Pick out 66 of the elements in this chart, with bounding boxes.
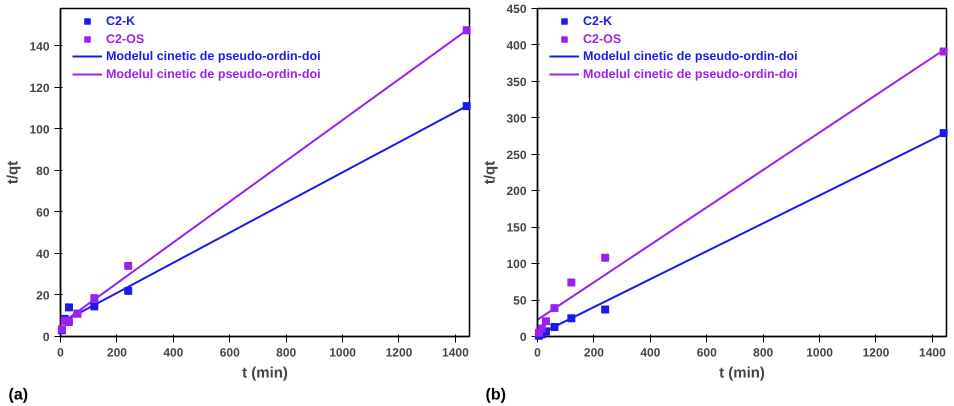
x-tick-label: 800: [276, 346, 296, 360]
x-tick-label: 200: [106, 346, 128, 360]
x-axis-title: t (min): [242, 364, 288, 382]
y-tick-label: 400: [506, 38, 527, 52]
point: [462, 26, 471, 34]
point: [90, 302, 98, 310]
legend-label: C2-K: [106, 14, 136, 28]
y-tick-label: 40: [36, 246, 50, 261]
x-tick-label: 1000: [329, 346, 356, 360]
x-axis-title: t (min): [719, 364, 765, 382]
point: [124, 262, 132, 270]
point: [567, 314, 576, 322]
y-tick-label: 150: [506, 220, 527, 235]
y-tick-label: 120: [29, 80, 50, 95]
x-tick-label: 0: [534, 346, 542, 360]
y-tick-label: 300: [506, 111, 527, 126]
y-tick-label: 100: [29, 122, 50, 136]
text: (a): [8, 386, 28, 404]
legend-label: Modelul cinetic de pseudo-ordin-doi: [583, 49, 798, 63]
legend-label: Modelul cinetic de pseudo-ordin-doi: [106, 49, 321, 63]
x-tick-label: 800: [753, 346, 774, 360]
x-tick-label: 1400: [919, 346, 946, 360]
y-tick-label: 50: [513, 294, 527, 308]
y-tick-label: 450: [506, 2, 527, 16]
y-tick-label: 0: [42, 330, 50, 344]
point: [64, 318, 73, 326]
x-tick-label: 600: [220, 346, 240, 360]
x-tick-label: 200: [584, 346, 604, 360]
x-tick-label: 400: [640, 346, 661, 360]
point: [542, 317, 550, 326]
x-tick-label: 600: [696, 346, 718, 360]
legend-label: Modelul cinetic de pseudo-ordin-doi: [583, 66, 798, 80]
x-tick-label: 1200: [862, 346, 890, 360]
text: (b): [486, 386, 506, 404]
y-tick-label: 100: [506, 257, 527, 272]
x-tick-label: 1200: [386, 346, 413, 360]
x-tick-label: 1400: [442, 346, 470, 360]
y-tick-label: 250: [506, 148, 527, 162]
y-tick-label: 60: [36, 205, 50, 220]
point: [601, 306, 610, 314]
point: [538, 324, 546, 332]
legend-label: C2-K: [583, 14, 612, 28]
y-tick-label: 80: [36, 164, 50, 178]
point: [940, 48, 948, 56]
legend-label: C2-OS: [583, 32, 622, 46]
y-tick-label: 200: [506, 184, 527, 198]
x-tick-label: 1000: [806, 346, 834, 360]
point: [90, 294, 98, 302]
y-axis-title: t/qt: [4, 160, 22, 184]
point: [940, 129, 948, 138]
y-tick-label: 140: [29, 39, 50, 54]
point: [462, 102, 471, 110]
y-tick-label: 0: [520, 330, 527, 344]
y-tick-label: 20: [36, 288, 50, 302]
x-tick-label: 400: [163, 346, 184, 360]
point: [64, 303, 73, 312]
y-tick-label: 350: [506, 74, 527, 89]
point: [550, 304, 558, 312]
x-tick-label: 0: [57, 346, 64, 360]
point: [567, 278, 576, 287]
point: [124, 286, 132, 295]
legend-label: Modelul cinetic de pseudo-ordin-doi: [106, 66, 321, 80]
legend-label: C2-OS: [106, 32, 144, 46]
point: [550, 323, 558, 332]
y-axis-title: t/qt: [481, 160, 498, 184]
point: [601, 254, 610, 262]
